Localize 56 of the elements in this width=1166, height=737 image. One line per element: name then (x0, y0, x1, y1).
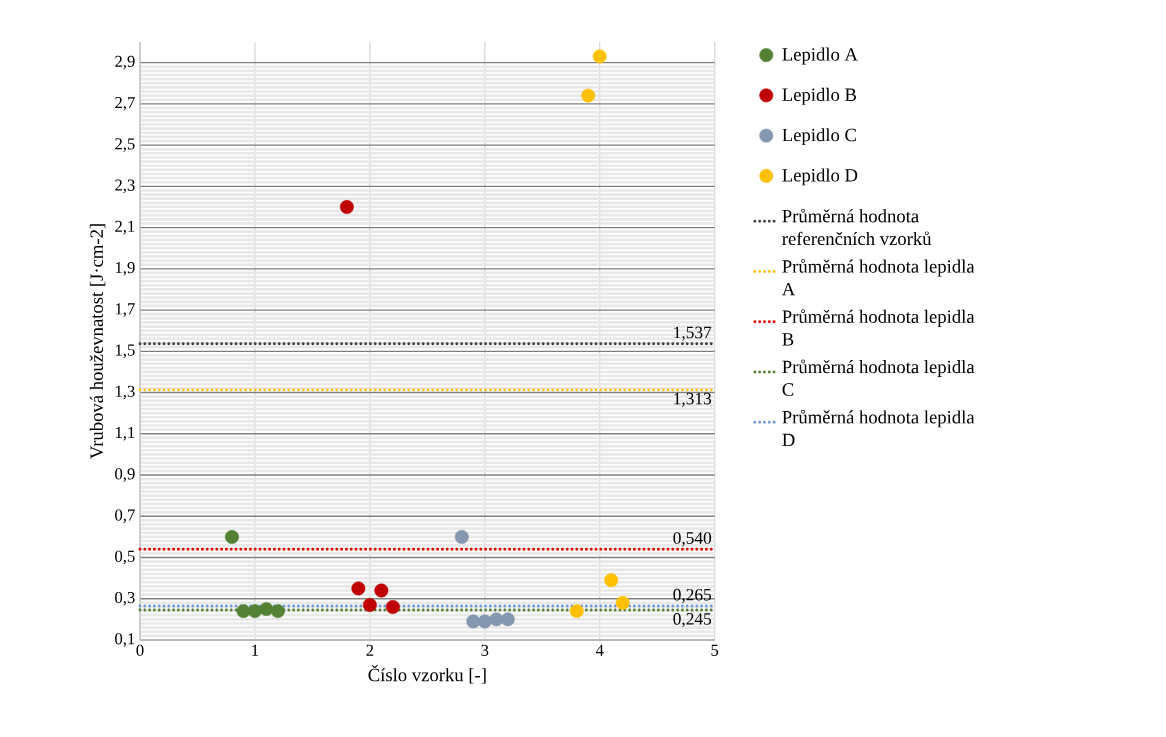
point (270, 604, 285, 619)
y-tick-label: 2,1 (115, 220, 135, 235)
data-label: 1,537 (674, 326, 712, 341)
y-tick-label: 0,1 (115, 633, 135, 647)
point (351, 581, 366, 596)
point (259, 602, 274, 616)
legend-label: Průměrná hodnota lepidla D (782, 409, 975, 447)
point (500, 612, 515, 627)
y-tick-label: 2,5 (115, 138, 135, 152)
x-tick-label: 2 (366, 644, 374, 656)
y-tick-label: 1,7 (115, 303, 135, 317)
point (489, 612, 504, 627)
legend-label: Lepidlo B (782, 87, 857, 105)
y-tick-label: 1,5 (115, 344, 135, 359)
point (236, 604, 251, 619)
y-tick-label: 1,9 (115, 262, 135, 276)
x-tick-label: 3 (481, 644, 489, 656)
y-axis-title: Vrubová houževnatost [J·cm-2] (89, 224, 106, 459)
x-tick-label: 4 (595, 644, 604, 656)
y-tick-label: 1,1 (115, 427, 135, 441)
point (581, 88, 596, 103)
y-tick-label: 2,3 (115, 179, 135, 194)
point (466, 614, 481, 629)
y-tick-label: 0,7 (115, 509, 135, 524)
y-tick-label: 0,3 (115, 591, 135, 606)
x-tick-label: 1 (252, 644, 259, 656)
data-label: 0,540 (673, 532, 712, 547)
point (339, 200, 354, 214)
legend-label: Lepidlo D (782, 168, 858, 186)
point (362, 597, 377, 612)
legend-label: Průměrná hodnota lepidla B (782, 309, 975, 346)
y-tick-label: 0,5 (115, 550, 135, 565)
point (374, 583, 389, 598)
data-label: 0,245 (673, 613, 712, 628)
y-tick-label: 2,7 (115, 97, 135, 111)
point (248, 604, 262, 619)
legend-label: Průměrná hodnota lepidla A (781, 259, 975, 296)
point (604, 573, 619, 588)
data-label: 1,313 (674, 392, 712, 407)
y-tick-label: 0,9 (115, 468, 135, 482)
x-tick-label: 5 (711, 644, 719, 656)
point (454, 529, 469, 544)
point (615, 595, 630, 610)
legend-label: Lepidlo A (782, 47, 858, 65)
x-axis-title: Číslo vzorku [-] (368, 665, 486, 684)
legend-label: Lepidlo C (782, 128, 856, 146)
point (569, 604, 584, 619)
x-tick-label: 0 (136, 644, 144, 656)
legend-label: Průměrná hodnota referenčních vzorků (782, 208, 932, 246)
point (385, 600, 400, 614)
y-tick-label: 1,3 (115, 385, 135, 400)
y-tick-label: 2,9 (115, 55, 135, 70)
legend-label: Průměrná hodnota lepidla C (782, 359, 975, 396)
data-label: 0,265 (673, 588, 712, 604)
point (592, 49, 607, 64)
point (225, 529, 239, 544)
